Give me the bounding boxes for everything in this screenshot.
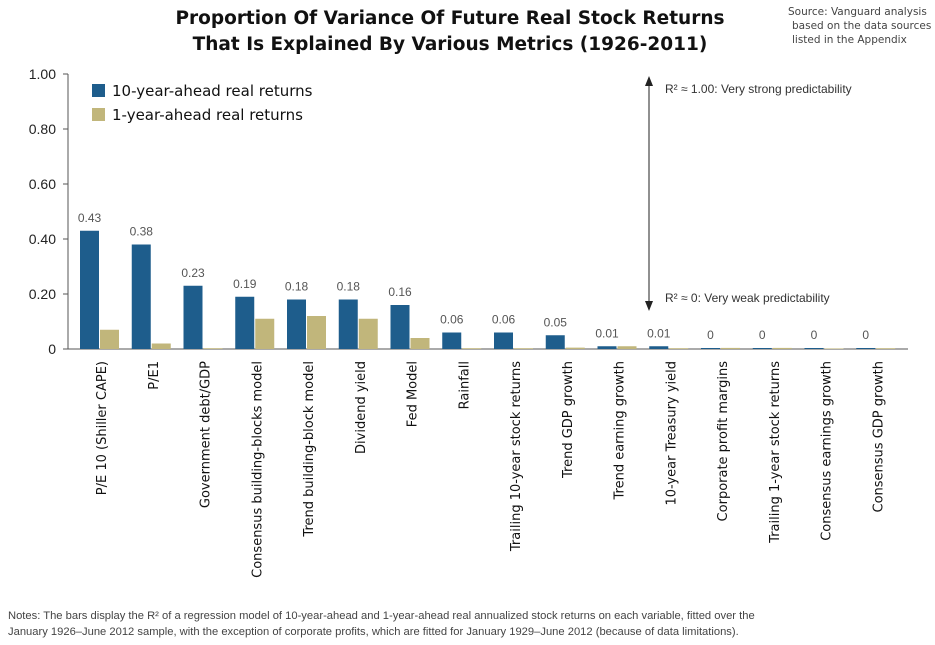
bar-1-year: [824, 348, 844, 349]
y-tick-label: 0.20: [29, 286, 56, 302]
bar-10-year: [287, 299, 306, 349]
x-category-label: Consensus GDP growth: [871, 361, 886, 513]
data-label: 0: [707, 328, 714, 342]
x-category-label: Rainfall: [457, 361, 472, 409]
bar-10-year: [494, 332, 513, 349]
x-category-label: Government debt/GDP: [199, 361, 214, 508]
annotation-arrow-up-head: [645, 76, 653, 86]
source-line-1: Source: Vanguard analysis: [788, 6, 927, 18]
data-label: 0.05: [544, 315, 568, 329]
bar-1-year: [203, 348, 223, 349]
footnote-line-2: January 1926–June 2012 sample, with the …: [8, 626, 739, 638]
legend-label: 10-year-ahead real returns: [112, 82, 313, 100]
bar-1-year: [772, 347, 792, 349]
bar-10-year: [701, 348, 720, 349]
annotation-top: R² ≈ 1.00: Very strong predictability: [665, 82, 852, 96]
bar-1-year: [514, 348, 533, 349]
data-label: 0.18: [285, 280, 309, 294]
annotation-bottom: R² ≈ 0: Very weak predictability: [665, 291, 830, 305]
x-category-label: Consensus earnings growth: [820, 361, 835, 541]
bar-10-year: [597, 346, 617, 349]
x-category-label: Trend earning growth: [613, 361, 628, 501]
annotation-arrow-down-head: [645, 301, 653, 311]
footnote-line-1: Notes: The bars display the R² of a regr…: [8, 610, 755, 622]
x-category-label: Dividend yield: [354, 361, 369, 454]
bar-10-year: [80, 230, 99, 349]
data-label: 0.43: [78, 211, 102, 225]
data-label: 0: [811, 328, 818, 342]
y-tick-label: 0.40: [29, 231, 56, 247]
legend-label: 1-year-ahead real returns: [112, 106, 303, 124]
data-label: 0.19: [233, 277, 257, 291]
bar-10-year: [804, 348, 824, 349]
bar-10-year: [390, 305, 410, 349]
bar-10-year: [183, 285, 203, 349]
x-category-label: P/E 10 (Shiller CAPE): [95, 361, 110, 495]
x-category-label: Corporate profit margins: [716, 361, 731, 522]
bar-1-year: [721, 347, 740, 349]
y-tick-label: 0.80: [29, 121, 56, 137]
data-label: 0.06: [440, 313, 464, 327]
y-tick-label: 0.60: [29, 176, 56, 192]
bar-10-year: [338, 299, 358, 349]
bar-10-year: [442, 332, 462, 349]
x-category-label: Consensus building-blocks model: [250, 361, 265, 578]
y-tick-label: 1.00: [29, 66, 56, 82]
bar-1-year: [876, 348, 896, 349]
footnote: Notes: The bars display the R² of a regr…: [8, 608, 928, 640]
data-label: 0.23: [181, 266, 205, 280]
bar-10-year: [545, 335, 565, 349]
source-note: Source: Vanguard analysis based on the d…: [788, 5, 933, 47]
source-line-3: listed in the Appendix: [792, 34, 907, 46]
chart-title: Proportion Of Variance Of Future Real St…: [150, 6, 750, 58]
bar-10-year: [856, 348, 876, 349]
bar-1-year: [410, 338, 430, 349]
x-category-label: Trend GDP growth: [561, 361, 576, 479]
bar-1-year: [255, 318, 275, 349]
bar-10-year: [752, 348, 772, 349]
bar-1-year: [462, 348, 482, 349]
source-line-2: based on the data sources: [792, 20, 932, 32]
bar-1-year: [669, 348, 689, 349]
bar-1-year: [307, 316, 326, 349]
bar-10-year: [131, 244, 151, 349]
chart-title-line-2: That Is Explained By Various Metrics (19…: [192, 34, 708, 55]
legend-swatch: [92, 108, 105, 121]
bar-1-year: [617, 346, 637, 349]
bar-10-year: [649, 346, 669, 349]
x-category-label: P/E1: [147, 361, 162, 390]
legend-swatch: [92, 84, 105, 97]
data-label: 0.18: [337, 280, 361, 294]
bar-1-year: [151, 343, 171, 349]
data-label: 0: [759, 328, 766, 342]
data-label: 0.16: [388, 285, 412, 299]
x-category-label: Trailing 10-year stock returns: [509, 361, 524, 552]
bar-1-year: [358, 318, 378, 349]
x-category-label: Trailing 1-year stock returns: [768, 361, 783, 544]
bar-1-year: [100, 329, 119, 349]
bar-1-year: [565, 347, 585, 349]
chart-title-line-1: Proportion Of Variance Of Future Real St…: [175, 8, 725, 29]
data-label: 0.01: [595, 326, 619, 340]
x-category-label: Trend building-block model: [302, 361, 317, 538]
bar-10-year: [235, 296, 255, 349]
data-label: 0.01: [647, 326, 671, 340]
y-tick-label: 0: [48, 341, 56, 357]
x-category-label: 10-year Treasury yield: [664, 361, 679, 506]
x-category-label: Fed Model: [406, 361, 421, 427]
data-label: 0.38: [130, 225, 154, 239]
data-label: 0.06: [492, 313, 516, 327]
data-label: 0: [862, 328, 869, 342]
